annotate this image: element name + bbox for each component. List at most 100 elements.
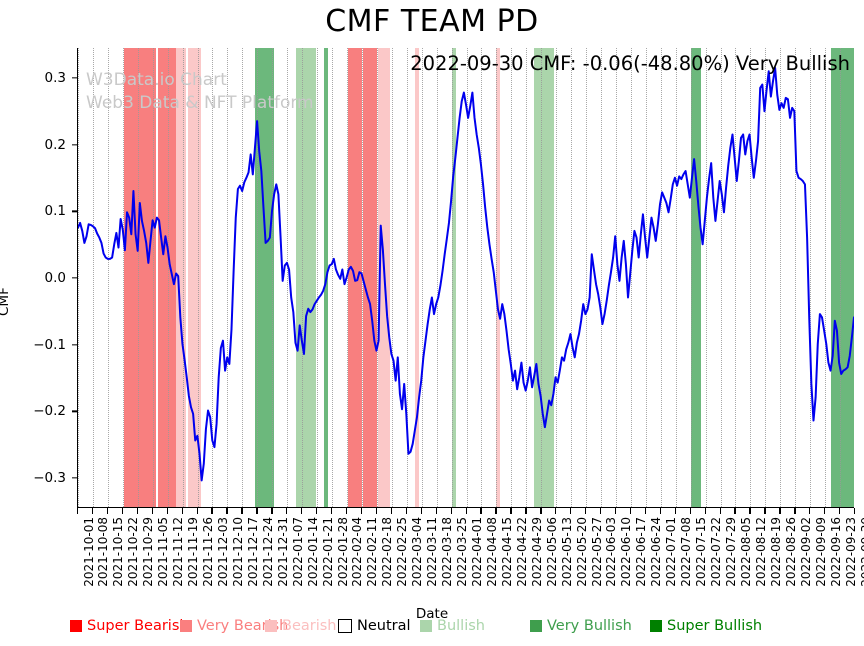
x-tick-mark: [345, 508, 348, 514]
x-tick-label: 2021-12-17: [245, 517, 260, 587]
x-tick-mark: [316, 508, 318, 514]
grid-line: [765, 48, 767, 507]
legend-swatch-icon: [420, 620, 432, 632]
x-tick-label: 2022-03-18: [440, 517, 455, 587]
grid-line: [825, 48, 827, 507]
x-tick-label: 2022-02-04: [350, 517, 365, 587]
x-tick-label: 2021-12-03: [215, 517, 230, 587]
x-tick-mark: [77, 508, 79, 514]
x-tick-label: 2022-06-17: [634, 517, 649, 587]
legend-swatch-icon: [338, 619, 352, 633]
x-tick-mark: [256, 508, 258, 514]
x-tick-label: 2022-04-29: [529, 517, 544, 587]
x-tick-mark: [719, 508, 721, 514]
x-tick-mark: [749, 508, 751, 514]
y-tick-label: −0.2: [33, 403, 66, 420]
legend-label: Bullish: [437, 618, 485, 634]
y-tick-label: −0.3: [33, 470, 66, 486]
x-tick-mark: [151, 508, 153, 514]
legend-swatch-icon: [530, 620, 542, 632]
legend-label: Super Bearish: [87, 618, 189, 634]
page-title: CMF TEAM PD: [325, 4, 539, 39]
grid-line: [317, 48, 319, 507]
legend-label: Super Bullish: [667, 618, 763, 634]
x-tick-label: 2022-07-01: [664, 517, 679, 587]
x-tick-mark: [360, 508, 363, 514]
y-tick-label: 0.1: [44, 203, 66, 220]
grid-line: [541, 48, 543, 507]
x-axis-title: Date: [415, 606, 449, 622]
x-tick-label: 2022-06-10: [619, 517, 634, 587]
x-tick-label: 2022-01-28: [335, 517, 350, 587]
x-tick-mark: [136, 508, 139, 514]
x-tick-mark: [450, 508, 452, 514]
x-tick-mark: [211, 508, 213, 514]
x-tick-mark: [331, 508, 333, 514]
x-tick-mark: [674, 508, 676, 514]
x-tick-mark: [495, 508, 497, 514]
grid-line: [332, 48, 334, 507]
x-tick-label: 2022-03-04: [410, 517, 425, 587]
grid-line: [780, 48, 782, 507]
grid-line: [660, 48, 663, 507]
x-tick-label: 2022-06-03: [604, 517, 619, 587]
grid-line: [735, 48, 737, 507]
legend-item[interactable]: Neutral: [338, 618, 411, 634]
plot-area: W3Data.io Chart Web3 Data & NFT Platform…: [77, 48, 854, 508]
y-tick-label: 0.2: [44, 136, 66, 153]
x-tick-label: 2022-08-19: [768, 517, 783, 587]
x-tick-mark: [405, 508, 408, 514]
current-value-annotation: 2022-09-30 CMF: -0.06(-48.80%) Very Bull…: [410, 52, 850, 75]
x-tick-label: 2022-07-22: [709, 517, 724, 587]
x-tick-mark: [465, 508, 467, 514]
cmf-line-series: [78, 48, 854, 507]
legend-item[interactable]: Bearish: [265, 618, 337, 634]
y-tick-mark: [72, 344, 77, 346]
x-tick-label: 2021-10-01: [81, 517, 96, 587]
legend-swatch-icon: [265, 620, 277, 632]
x-tick-mark: [480, 508, 482, 514]
x-tick-label: 2022-08-12: [753, 517, 768, 587]
sentiment-band: [124, 48, 156, 507]
sentiment-band: [296, 48, 317, 507]
legend-item[interactable]: Super Bearish: [70, 618, 189, 634]
x-tick-mark: [599, 508, 602, 514]
grid-line: [705, 48, 708, 507]
legend-item[interactable]: Very Bullish: [530, 618, 632, 634]
grid-line: [302, 48, 304, 507]
grid-line: [436, 48, 439, 507]
x-tick-label: 2022-09-30: [858, 517, 864, 587]
x-tick-mark: [644, 508, 647, 514]
grid-line: [496, 48, 498, 507]
grid-line: [122, 48, 125, 507]
x-tick-label: 2021-11-19: [186, 517, 201, 587]
y-tick-mark: [72, 277, 77, 279]
legend-item[interactable]: Super Bullish: [650, 618, 762, 634]
x-tick-label: 2021-12-10: [230, 517, 245, 587]
x-axis: 2021-10-01 2021-10-08 2021-10-15 2021-10-22…: [77, 508, 864, 608]
grid-line: [391, 48, 394, 507]
y-tick-label: 0.3: [44, 70, 66, 86]
grid-line: [242, 48, 244, 507]
x-tick-mark: [121, 508, 124, 514]
x-tick-label: 2022-08-05: [738, 517, 753, 587]
x-tick-label: 2022-04-01: [470, 517, 484, 587]
grid-line: [257, 48, 259, 507]
grid-line: [630, 48, 633, 507]
x-tick-mark: [226, 508, 228, 514]
x-tick-mark: [570, 508, 572, 514]
grid-line: [182, 48, 185, 507]
y-tick-mark: [72, 477, 77, 479]
x-tick-mark: [824, 508, 826, 514]
y-tick-mark: [72, 410, 77, 412]
grid-line: [586, 48, 588, 507]
grid-line: [197, 48, 200, 507]
legend-item[interactable]: Bullish: [420, 618, 485, 634]
x-tick-label: 2022-09-02: [798, 517, 813, 587]
x-tick-label: 2022-09-23: [843, 517, 858, 587]
x-tick-label: 2022-02-25: [395, 517, 410, 587]
x-tick-mark: [166, 508, 168, 514]
x-tick-label: 2021-10-08: [96, 517, 111, 587]
grid-line: [600, 48, 603, 507]
